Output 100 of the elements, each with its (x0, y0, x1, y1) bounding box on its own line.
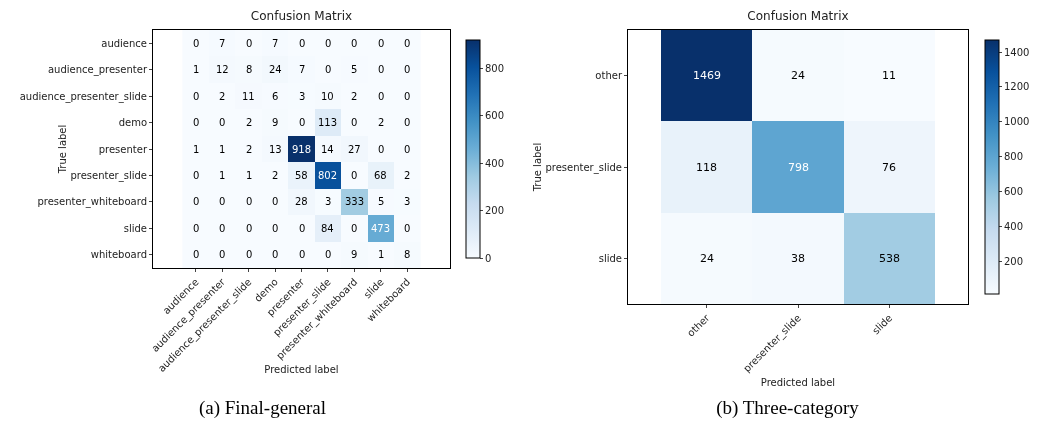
data-label: 1 (193, 64, 200, 75)
y-tick-label: other (595, 70, 623, 82)
data-label: 11 (882, 69, 896, 82)
data-label: 38 (791, 252, 805, 265)
color-bar-label: 200 (1004, 255, 1024, 267)
data-label: 0 (193, 170, 200, 181)
data-label: 333 (345, 196, 365, 207)
data-label: 3 (325, 196, 332, 207)
data-label: 0 (351, 223, 358, 234)
data-label: 76 (882, 161, 896, 174)
data-label: 0 (246, 196, 253, 207)
data-label: 0 (272, 249, 279, 260)
data-label: 0 (404, 223, 411, 234)
data-label: 5 (378, 196, 385, 207)
data-label: 0 (378, 64, 385, 75)
data-label: 3 (404, 196, 411, 207)
data-label: 1 (246, 170, 253, 181)
data-label: 14 (321, 144, 334, 155)
data-label: 8 (246, 64, 253, 75)
color-bar-label: 1400 (1004, 46, 1030, 58)
color-bar-label: 1000 (1004, 116, 1030, 128)
data-label: 0 (404, 117, 411, 128)
color-bar-label: 400 (485, 157, 505, 169)
data-label: 1 (219, 170, 226, 181)
data-label: 0 (299, 223, 306, 234)
data-label: 2 (272, 170, 279, 181)
data-label: 918 (292, 144, 312, 155)
data-label: 0 (299, 249, 306, 260)
y-tick-label: slide (123, 222, 147, 234)
data-label: 802 (318, 170, 338, 181)
data-label: 0 (404, 64, 411, 75)
data-label: 0 (193, 38, 200, 49)
data-label: 0 (219, 223, 226, 234)
data-label: 0 (219, 249, 226, 260)
color-bar-label: 200 (485, 205, 505, 217)
data-label: 2 (246, 144, 253, 155)
x-axis-title: Predicted label (264, 364, 339, 376)
x-axis-title: Predicted label (760, 376, 836, 388)
data-label: 0 (299, 38, 306, 49)
data-label: 0 (193, 223, 200, 234)
data-label: 0 (378, 91, 385, 102)
color-bar-label: 600 (1004, 185, 1024, 197)
data-label: 0 (246, 223, 253, 234)
data-label: 24 (791, 69, 805, 82)
data-label: 798 (788, 161, 809, 174)
color-bar-label: 600 (485, 110, 505, 122)
data-label: 2 (246, 117, 253, 128)
data-label: 8 (404, 249, 411, 260)
data-label: 27 (348, 144, 361, 155)
data-label: 7 (219, 38, 226, 49)
y-tick-label: whiteboard (90, 249, 147, 261)
data-label: 1469 (693, 69, 721, 82)
color-bar-label: 400 (1004, 220, 1024, 232)
data-label: 118 (696, 161, 717, 174)
chart-title: Confusion Matrix (250, 9, 353, 24)
y-tick-label: slide (598, 252, 622, 264)
data-label: 9 (272, 117, 279, 128)
data-label: 0 (325, 38, 332, 49)
data-label: 0 (351, 38, 358, 49)
y-tick-label: presenter_slide (545, 161, 622, 174)
data-label: 68 (374, 170, 387, 181)
data-label: 13 (269, 144, 282, 155)
y-tick-label: audience_presenter (47, 64, 148, 77)
data-label: 1 (378, 249, 385, 260)
data-label: 0 (351, 170, 358, 181)
data-label: 0 (219, 117, 226, 128)
color-bar-label: 1200 (1004, 81, 1030, 93)
data-label: 0 (193, 196, 200, 207)
data-label: 1 (219, 144, 226, 155)
data-label: 0 (404, 91, 411, 102)
data-label: 0 (219, 196, 226, 207)
data-label: 0 (299, 117, 306, 128)
data-label: 0 (325, 64, 332, 75)
data-label: 113 (318, 117, 338, 128)
data-label: 0 (325, 249, 332, 260)
data-label: 0 (378, 38, 385, 49)
y-tick-label: presenter (98, 143, 148, 155)
data-label: 0 (193, 91, 200, 102)
data-label: 3 (299, 91, 306, 102)
data-label: 11 (242, 91, 255, 102)
data-label: 0 (193, 249, 200, 260)
y-tick-label: audience_presenter_slide (19, 90, 147, 103)
data-label: 0 (404, 38, 411, 49)
data-label: 0 (272, 196, 279, 207)
data-label: 2 (378, 117, 385, 128)
data-label: 1 (193, 144, 200, 155)
data-label: 0 (351, 117, 358, 128)
data-label: 0 (193, 117, 200, 128)
y-tick-label: presenter_whiteboard (37, 196, 147, 209)
y-tick-label: demo (118, 117, 147, 129)
color-bar-label: 800 (1004, 151, 1024, 163)
data-label: 538 (879, 252, 900, 265)
text: (a) Final-general (198, 397, 327, 419)
y-axis-title: True label (532, 142, 544, 193)
data-label: 12 (216, 64, 229, 75)
data-label: 28 (295, 196, 308, 207)
data-label: 7 (272, 38, 279, 49)
data-label: 2 (351, 91, 358, 102)
data-label: 24 (700, 252, 714, 265)
data-label: 5 (351, 64, 358, 75)
